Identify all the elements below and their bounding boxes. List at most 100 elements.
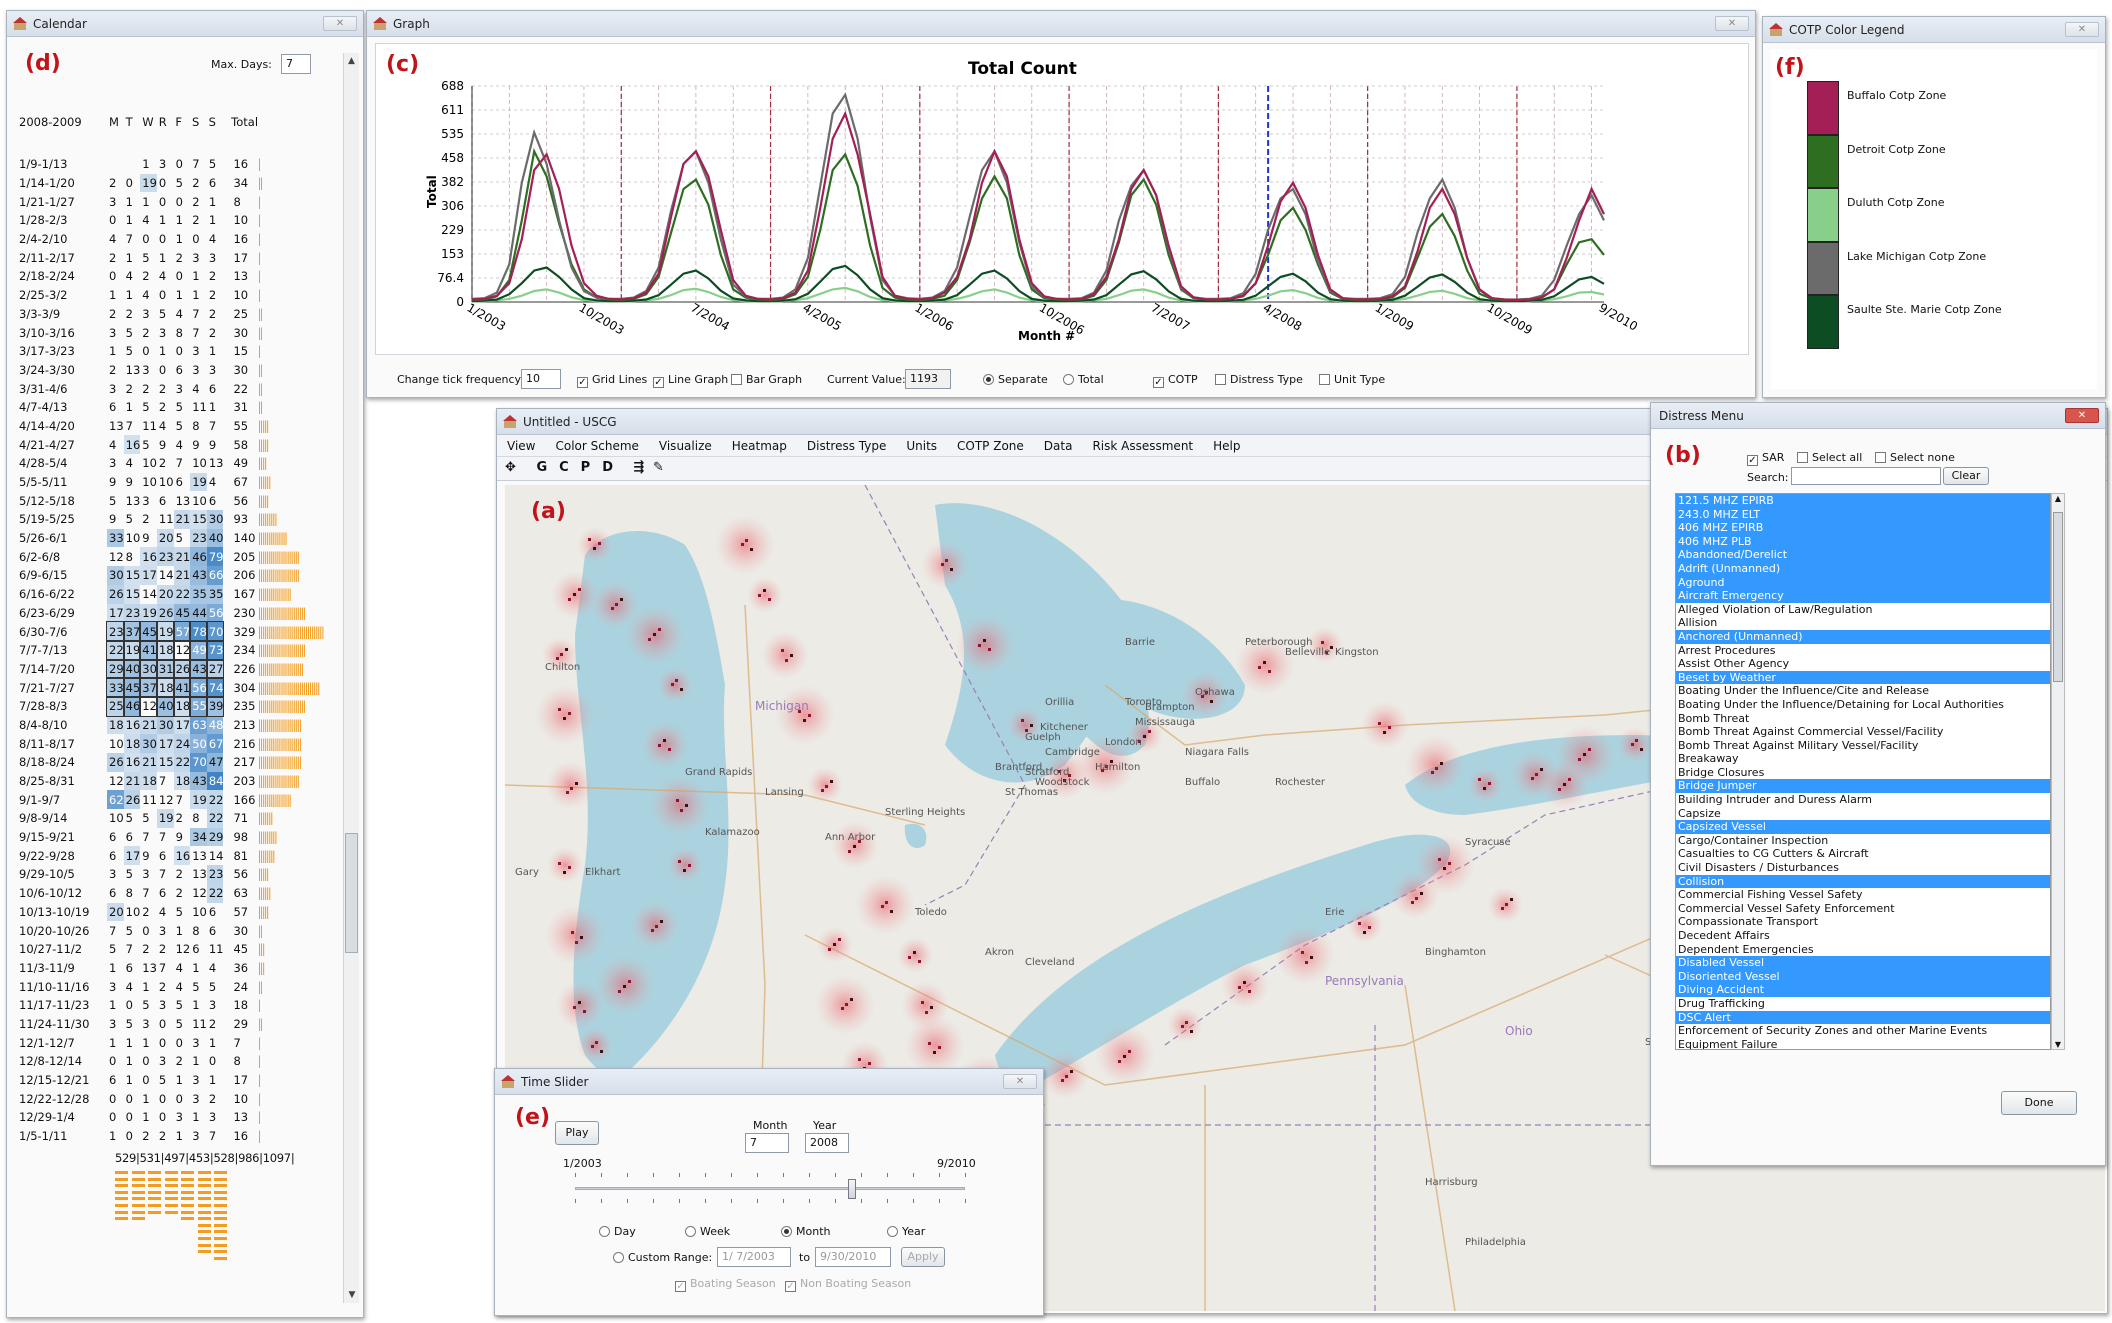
day-count-cell[interactable]: 4 xyxy=(125,456,133,471)
day-count-cell[interactable]: 20 xyxy=(156,584,174,604)
day-count-cell[interactable]: 9 xyxy=(175,830,183,845)
day-count-cell[interactable]: 0 xyxy=(158,288,167,303)
select-none-checkbox[interactable]: Select none xyxy=(1875,451,1955,464)
day-count-cell[interactable]: 39 xyxy=(205,695,225,717)
day-count-cell[interactable]: 0 xyxy=(158,194,167,209)
toolbar-button-d[interactable]: D xyxy=(602,460,613,475)
calendar-row[interactable]: 7/28-8/3 25 46 12 40 18 55 39 235 |||||||||||||||… xyxy=(17,695,323,717)
max-days-input[interactable]: 7 xyxy=(281,54,311,74)
day-count-cell[interactable]: 9 xyxy=(208,437,217,452)
day-count-cell[interactable]: 6 xyxy=(125,960,133,975)
day-count-cell[interactable]: 5 xyxy=(125,1016,133,1031)
apply-button[interactable]: Apply xyxy=(901,1247,945,1267)
day-count-cell[interactable]: 17 xyxy=(140,566,157,585)
day-count-cell[interactable]: 10 xyxy=(109,811,124,826)
distress-type-item[interactable]: Compassionate Transport xyxy=(1678,915,1819,929)
calendar-row[interactable]: 4/14-4/20 13 7 11 4 5 8 7 55 ||||| xyxy=(17,417,323,436)
day-count-cell[interactable]: 21 xyxy=(140,753,157,772)
day-count-cell[interactable]: 4 xyxy=(142,288,150,303)
play-button[interactable]: Play xyxy=(555,1121,599,1145)
menu-cotp-zone[interactable]: COTP Zone xyxy=(957,439,1024,453)
day-count-cell[interactable]: 62 xyxy=(107,790,124,810)
scroll-up-icon[interactable]: ▲ xyxy=(348,56,355,66)
calendar-row[interactable]: 12/1-12/7 1 1 1 0 0 3 1 7 | xyxy=(17,1033,323,1052)
day-count-cell[interactable]: 4 xyxy=(175,306,183,321)
day-count-cell[interactable]: 16 xyxy=(123,715,141,735)
day-count-cell[interactable]: 3 xyxy=(109,325,117,340)
day-count-cell[interactable]: 74 xyxy=(205,677,225,698)
day-count-cell[interactable]: 4 xyxy=(158,269,167,284)
calendar-row[interactable]: 4/7-4/13 6 1 5 2 5 11 1 31 || xyxy=(17,398,323,417)
day-count-cell[interactable]: 56 xyxy=(189,677,208,698)
tick-frequency-input[interactable]: 10 xyxy=(521,369,561,389)
day-count-cell[interactable]: 29 xyxy=(206,827,224,847)
day-count-cell[interactable]: 7 xyxy=(109,923,117,938)
day-count-cell[interactable]: 4 xyxy=(158,904,167,919)
distress-type-item[interactable]: Abandoned/Derelict xyxy=(1676,548,2050,562)
day-count-cell[interactable]: 17 xyxy=(123,846,141,866)
day-count-cell[interactable]: 9 xyxy=(142,848,150,863)
day-count-cell[interactable]: 8 xyxy=(192,923,200,938)
close-button[interactable]: ✕ xyxy=(323,16,357,31)
day-count-cell[interactable]: 14 xyxy=(208,848,224,863)
calendar-row[interactable]: 7/7-7/13 22 19 41 18 12 49 73 234 |||||||||||||||… xyxy=(17,639,323,661)
day-count-cell[interactable]: 6 xyxy=(175,475,183,490)
calendar-row[interactable]: 10/27-11/2 5 7 2 2 12 6 11 45 ||| xyxy=(17,940,323,959)
day-count-cell[interactable]: 2 xyxy=(109,250,117,265)
day-count-cell[interactable]: 2 xyxy=(142,381,150,396)
day-count-cell[interactable]: 4 xyxy=(208,475,217,490)
day-count-cell[interactable]: 3 xyxy=(109,867,117,882)
day-count-cell[interactable]: 25 xyxy=(106,695,125,717)
day-count-cell[interactable]: 0 xyxy=(158,232,167,247)
day-count-cell[interactable]: 1 xyxy=(192,269,200,284)
day-count-cell[interactable]: 37 xyxy=(139,677,158,698)
menu-view[interactable]: View xyxy=(507,439,536,453)
line-graph-checkbox[interactable]: ✓ Line Graph xyxy=(653,373,729,388)
distress-type-list[interactable]: 121.5 MHZ EPIRB 243.0 MHZ ELT 406 MHZ EPIR… xyxy=(1675,493,2051,1050)
day-count-cell[interactable]: 11 xyxy=(142,792,157,807)
day-count-cell[interactable]: 6 xyxy=(109,1073,117,1088)
day-count-cell[interactable]: 4 xyxy=(175,437,183,452)
day-count-cell[interactable]: 9 xyxy=(142,531,150,546)
scroll-thumb[interactable] xyxy=(2053,512,2063,682)
day-count-cell[interactable]: 5 xyxy=(142,250,150,265)
day-count-cell[interactable]: 6 xyxy=(158,886,167,901)
search-input[interactable] xyxy=(1791,467,1941,485)
day-count-cell[interactable]: 4 xyxy=(125,269,133,284)
day-count-cell[interactable]: 4 xyxy=(109,232,117,247)
year-input[interactable]: 2008 xyxy=(805,1133,849,1153)
day-count-cell[interactable]: 11 xyxy=(142,418,157,433)
menu-distress-type[interactable]: Distress Type xyxy=(806,439,887,453)
distress-type-item[interactable]: Bomb Threat Against Military Vessel/Faci… xyxy=(1678,738,1919,752)
day-count-cell[interactable]: 7 xyxy=(142,830,150,845)
scroll-thumb[interactable] xyxy=(345,833,358,953)
distress-type-checkbox[interactable]: Distress Type xyxy=(1215,373,1303,386)
distress-type-item[interactable]: 121.5 MHZ EPIRB xyxy=(1676,494,2050,508)
day-count-cell[interactable]: 4 xyxy=(158,418,167,433)
day-count-cell[interactable]: 19 xyxy=(156,809,174,828)
range-to-select[interactable]: 9/30/2010 xyxy=(815,1247,891,1267)
day-count-cell[interactable]: 13 xyxy=(125,493,141,508)
day-count-cell[interactable]: 4 xyxy=(175,960,183,975)
day-count-cell[interactable]: 43 xyxy=(189,658,208,680)
day-count-cell[interactable]: 5 xyxy=(208,979,217,994)
day-count-cell[interactable]: 1 xyxy=(192,998,200,1013)
distress-type-item[interactable]: Anchored (Unmanned) xyxy=(1676,629,2050,644)
day-count-cell[interactable]: 18 xyxy=(172,695,192,717)
day-count-cell[interactable]: 23 xyxy=(206,865,224,884)
day-count-cell[interactable]: 3 xyxy=(208,1110,217,1125)
day-count-cell[interactable]: 14 xyxy=(158,568,174,583)
day-count-cell[interactable]: 8 xyxy=(125,886,133,901)
day-count-cell[interactable]: 3 xyxy=(142,362,150,377)
day-count-cell[interactable]: 11 xyxy=(158,512,174,527)
day-count-cell[interactable]: 0 xyxy=(175,1035,183,1050)
time-slider-track[interactable] xyxy=(575,1187,965,1190)
day-count-cell[interactable]: 3 xyxy=(142,1016,150,1031)
distress-type-item[interactable]: 406 MHZ EPIRB xyxy=(1676,521,2050,535)
day-count-cell[interactable]: 33 xyxy=(107,528,124,548)
day-count-cell[interactable]: 29 xyxy=(106,658,125,680)
day-count-cell[interactable]: 26 xyxy=(123,790,141,810)
distress-type-item[interactable]: Collision xyxy=(1676,874,2050,889)
day-count-cell[interactable]: 43 xyxy=(190,771,207,791)
day-count-cell[interactable]: 2 xyxy=(142,942,150,957)
